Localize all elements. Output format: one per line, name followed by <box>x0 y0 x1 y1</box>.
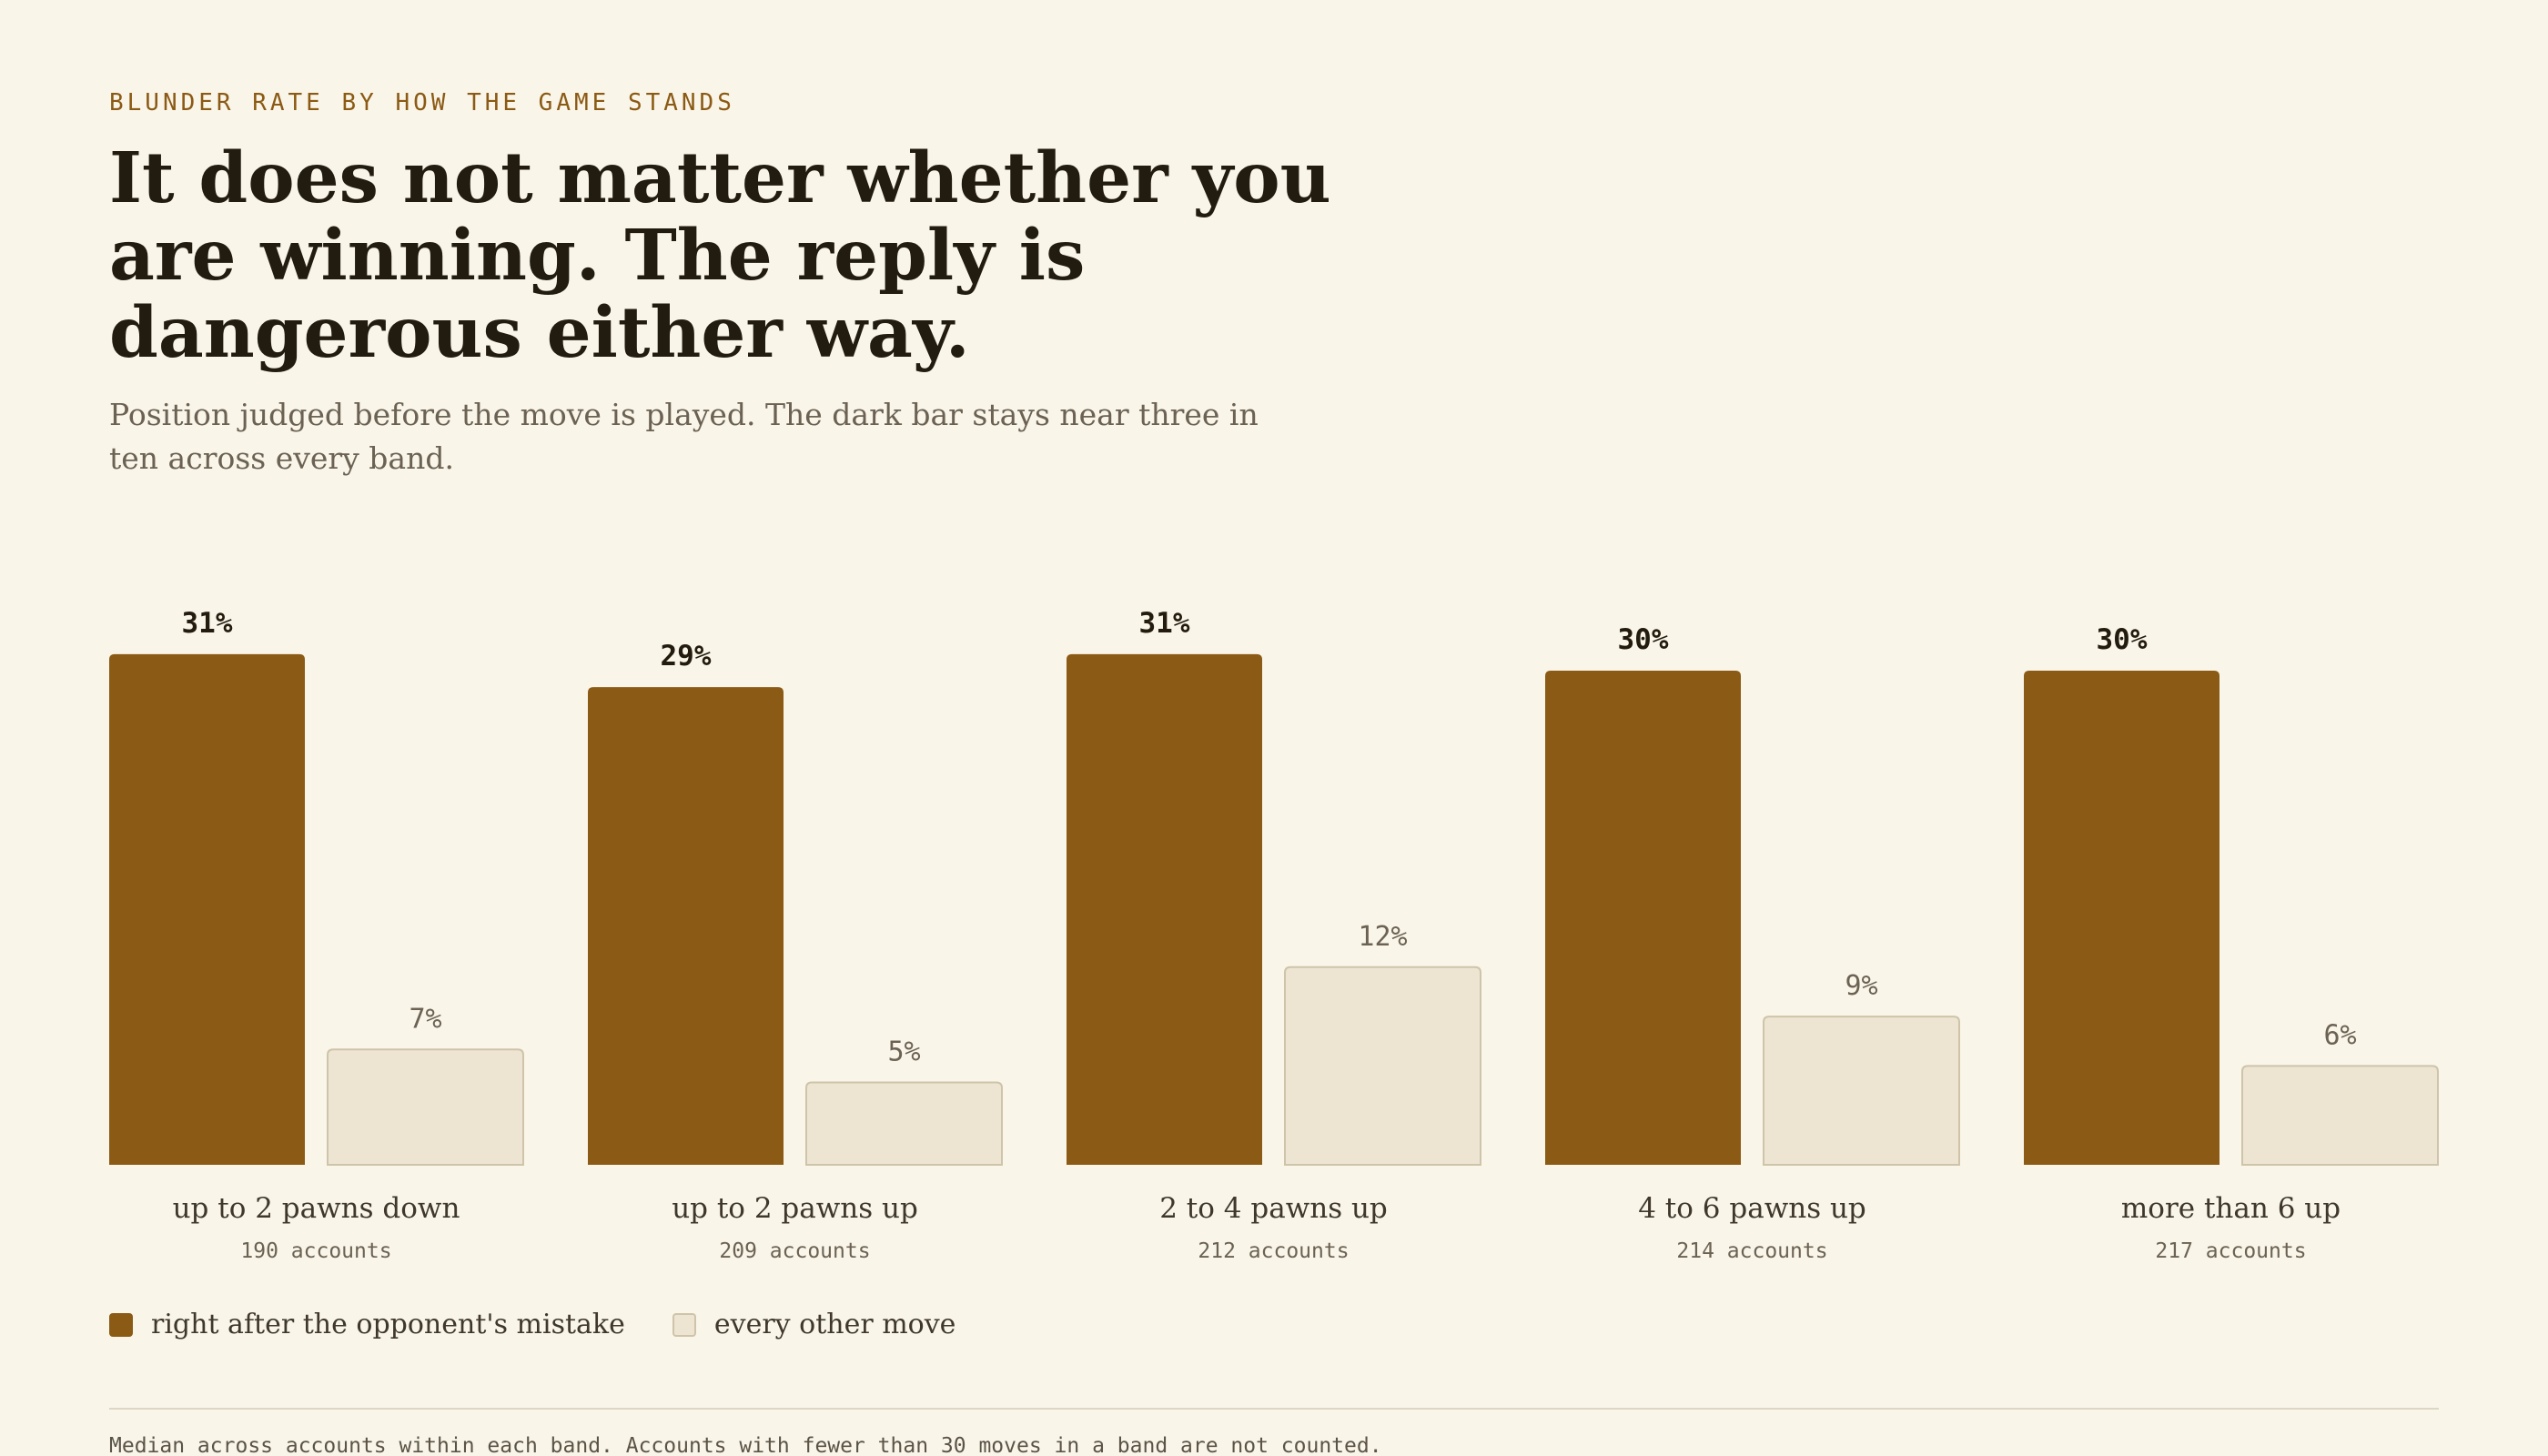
bar-mistake <box>2024 671 2219 1165</box>
data-label-mistake: 29% <box>661 640 712 672</box>
chart-subtitle: Position judged before the move is playe… <box>109 397 1259 476</box>
bar-other <box>2241 1065 2439 1166</box>
category-label: up to 2 pawns up <box>672 1192 918 1225</box>
bar-mistake <box>1067 653 1262 1165</box>
data-label-other: 12% <box>1358 921 1407 953</box>
bar-other <box>1284 966 1481 1166</box>
chart-footnote: Median across accounts within each band.… <box>109 1434 1382 1456</box>
category-label: up to 2 pawns down <box>173 1192 460 1225</box>
data-label-mistake: 31% <box>182 607 233 640</box>
category-label: 2 to 4 pawns up <box>1159 1192 1388 1225</box>
bar-other <box>327 1048 524 1166</box>
chart-title: It does not matter whether you are winni… <box>109 137 1331 374</box>
legend-swatch-other <box>672 1312 696 1337</box>
category-account-count: 212 accounts <box>1198 1239 1349 1263</box>
data-label-mistake: 30% <box>2097 623 2148 656</box>
category-account-count: 217 accounts <box>2155 1239 2306 1263</box>
data-label-mistake: 30% <box>1618 623 1669 656</box>
legend-label-other: every other move <box>713 1309 956 1340</box>
bar-mistake <box>588 687 784 1165</box>
data-label-mistake: 31% <box>1139 607 1190 640</box>
data-label-other: 9% <box>1845 970 1877 1002</box>
category-label: 4 to 6 pawns up <box>1638 1192 1866 1225</box>
category-label: more than 6 up <box>2121 1192 2341 1225</box>
legend-label-mistake: right after the opponent's mistake <box>151 1309 625 1340</box>
category-account-count: 190 accounts <box>240 1239 391 1263</box>
bar-other <box>805 1081 1003 1166</box>
chart-eyebrow: BLUNDER RATE BY HOW THE GAME STANDS <box>109 89 735 116</box>
bar-other <box>1763 1016 1960 1166</box>
bar-mistake <box>109 653 305 1165</box>
chart-legend: right after the opponent's mistake every… <box>109 1309 1003 1340</box>
data-label-other: 7% <box>409 1003 441 1035</box>
footnote-divider <box>109 1408 2439 1410</box>
bar-mistake <box>1545 671 1741 1165</box>
legend-item-mistake: right after the opponent's mistake <box>109 1309 625 1340</box>
category-account-count: 214 accounts <box>1676 1239 1827 1263</box>
category-account-count: 209 accounts <box>719 1239 870 1263</box>
legend-item-other: every other move <box>672 1309 956 1340</box>
legend-swatch-mistake <box>109 1312 133 1337</box>
data-label-other: 5% <box>887 1036 920 1068</box>
data-label-other: 6% <box>2323 1019 2356 1051</box>
